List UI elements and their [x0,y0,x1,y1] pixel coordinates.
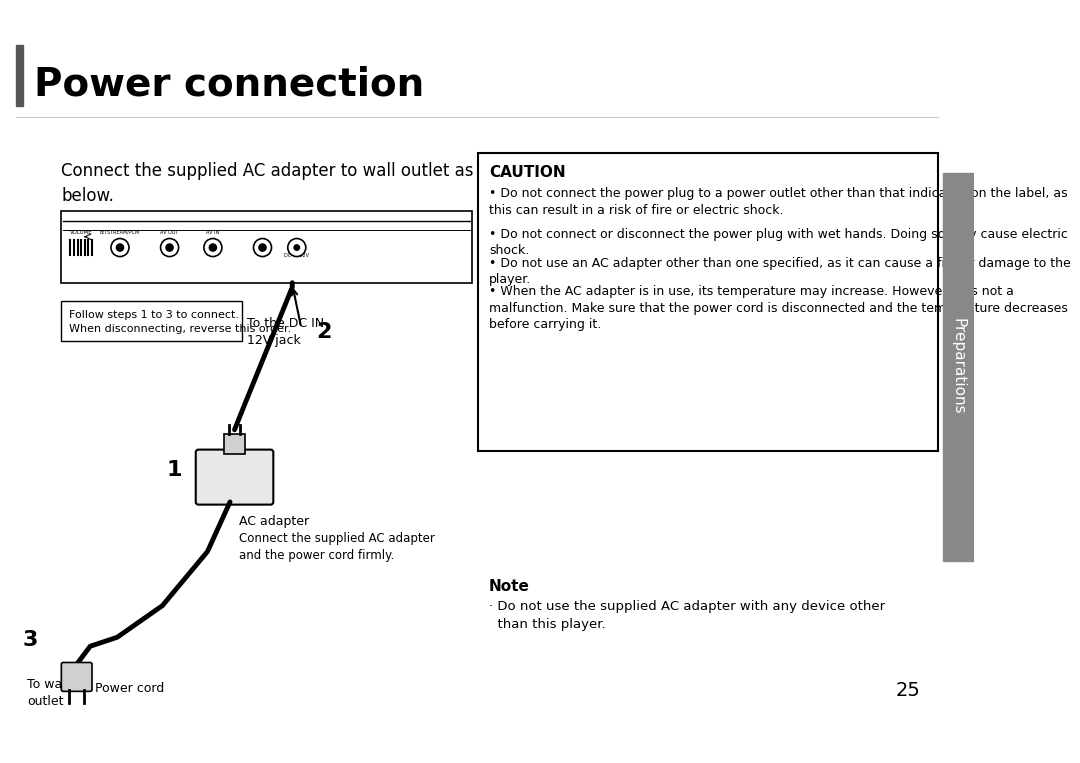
Text: • Do not connect or disconnect the power plug with wet hands. Doing so may cause: • Do not connect or disconnect the power… [489,227,1068,257]
Bar [478,153,939,450]
Text: Power cord: Power cord [95,682,164,695]
Text: BITSTREAM/PCM: BITSTREAM/PCM [99,230,140,235]
Text: 1: 1 [167,460,183,481]
Bar [943,172,974,561]
Text: DC IN 12V: DC IN 12V [284,253,309,259]
Circle shape [117,244,123,251]
Bar [62,211,472,283]
Circle shape [259,244,266,251]
Text: To the DC IN
12V jack: To the DC IN 12V jack [247,317,324,347]
Text: AV OUT: AV OUT [161,230,178,235]
Text: CAUTION: CAUTION [489,166,566,181]
Text: AC adapter: AC adapter [239,516,309,529]
Text: • Do not use an AC adapter other than one specified, as it can cause a fire or d: • Do not use an AC adapter other than on… [489,256,1070,286]
FancyBboxPatch shape [62,662,92,691]
Bar [224,434,245,454]
Text: Power connection: Power connection [35,66,424,103]
Text: Follow steps 1 to 3 to connect.
When disconnecting, reverse this order.: Follow steps 1 to 3 to connect. When dis… [68,310,291,333]
Circle shape [210,244,216,251]
Text: To wall
outlet: To wall outlet [27,678,69,708]
Text: 3: 3 [23,630,38,650]
Circle shape [161,239,178,256]
Text: VOLUME: VOLUME [70,230,93,235]
Text: • When the AC adapter is in use, its temperature may increase. However, it is no: • When the AC adapter is in use, its tem… [489,285,1068,331]
Bar [16,44,24,106]
Bar [62,301,242,341]
Circle shape [204,239,221,256]
Text: 2: 2 [316,322,332,343]
Text: Note: Note [489,578,530,594]
Circle shape [111,239,129,256]
Circle shape [294,245,299,250]
FancyBboxPatch shape [195,449,273,504]
Text: AV IN: AV IN [206,230,219,235]
Text: · Do not use the supplied AC adapter with any device other
  than this player.: · Do not use the supplied AC adapter wit… [489,600,885,631]
Circle shape [287,239,306,256]
Text: • Do not connect the power plug to a power outlet other than that indicated on t: • Do not connect the power plug to a pow… [489,187,1067,217]
Circle shape [254,239,271,256]
Text: Connect the supplied AC adapter
and the power cord firmly.: Connect the supplied AC adapter and the … [239,532,435,562]
Text: Connect the supplied AC adapter to wall outlet as
below.: Connect the supplied AC adapter to wall … [62,162,474,204]
Text: 25: 25 [895,681,920,700]
Text: Preparations: Preparations [950,318,966,415]
Circle shape [166,244,173,251]
